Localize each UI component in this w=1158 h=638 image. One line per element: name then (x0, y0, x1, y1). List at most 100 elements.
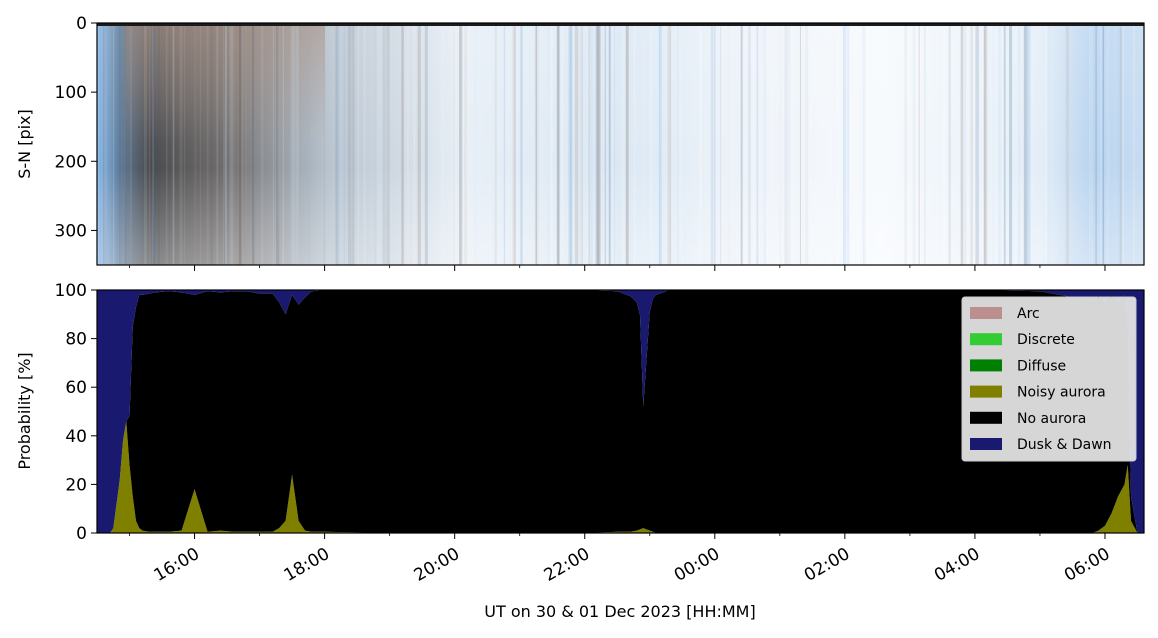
legend-label: Discrete (1017, 332, 1075, 348)
keogram-streak (512, 26, 516, 265)
keogram-streak (1095, 26, 1097, 265)
keogram-streak (290, 26, 294, 265)
keogram-streak (413, 26, 416, 265)
keogram-streak (923, 26, 925, 265)
keogram-streak (193, 26, 197, 265)
legend-swatch (970, 307, 1002, 319)
keogram-streak (406, 26, 410, 265)
keogram-y-tick-label: 0 (76, 14, 87, 34)
keogram-frame (96, 22, 1145, 266)
keogram-streak (363, 26, 366, 265)
keogram-streak (514, 26, 516, 265)
keogram-streak (179, 26, 183, 265)
keogram-streak (577, 26, 581, 265)
keogram-streak (144, 26, 147, 265)
keogram-streak (357, 26, 360, 265)
keogram-streak (556, 26, 560, 265)
keogram-streak (350, 26, 353, 265)
keogram-streak (658, 26, 662, 265)
keogram-streak (749, 26, 751, 265)
keogram-streak (336, 26, 340, 265)
keogram-streak (784, 26, 788, 265)
probability-x-tick-label: 04:00 (931, 544, 983, 586)
keogram-streak (862, 26, 865, 265)
keogram-streak (942, 26, 946, 265)
keogram-streak (929, 26, 932, 265)
keogram-streak (649, 26, 654, 265)
keogram-streak (238, 26, 242, 265)
keogram-streak (740, 26, 743, 265)
keogram-streak (536, 26, 539, 265)
keogram-streak (808, 26, 811, 265)
keogram-streak (184, 26, 186, 265)
keogram-streak (802, 26, 804, 265)
keogram-top-edge (97, 23, 1144, 26)
keogram-streak (417, 26, 421, 265)
keogram-streak (786, 26, 788, 265)
keogram-streak (864, 26, 868, 265)
keogram-streak (789, 26, 792, 265)
probability-x-ticks: 16:00 18:00 20:00 22:00 00:00 02:00 04:00 06:00 (129, 533, 1113, 586)
keogram-streak (642, 26, 645, 265)
probability-y-tick-label: 20 (65, 475, 87, 495)
keogram-streak (401, 26, 404, 265)
keogram-streak (710, 26, 714, 265)
keogram-streak (1102, 26, 1104, 265)
keogram-streak (1133, 26, 1136, 265)
keogram-streak (1090, 26, 1093, 265)
probability-x-tick-label: 02:00 (801, 544, 853, 586)
keogram-streak (443, 26, 445, 265)
keogram-streak (597, 26, 601, 265)
keogram-streak (630, 26, 633, 265)
keogram-streak (954, 26, 956, 265)
keogram-streak (331, 26, 334, 265)
keogram-streak (242, 26, 244, 265)
keogram-streak (1044, 26, 1048, 265)
keogram-streak (924, 26, 926, 265)
keogram-streak (577, 26, 579, 265)
probability-x-axis-label: UT on 30 & 01 Dec 2023 [HH:MM] (484, 602, 755, 621)
keogram-streak (536, 26, 537, 265)
keogram-streak (1118, 26, 1122, 265)
keogram-streak (229, 26, 233, 265)
keogram-streak (649, 26, 652, 265)
keogram-streak (840, 26, 843, 265)
keogram-streak (533, 26, 536, 265)
keogram-streak (796, 26, 798, 265)
keogram-streak (1122, 26, 1125, 265)
area-noisy-aurora (97, 421, 1144, 533)
keogram-streak (710, 26, 712, 265)
keogram-streak (382, 26, 387, 265)
keogram-streak (383, 26, 387, 265)
legend-label: Diffuse (1017, 358, 1066, 374)
keogram-streak (152, 26, 154, 265)
keogram-streak (986, 26, 990, 265)
probability-y-tick-label: 40 (65, 427, 87, 447)
keogram-streak (1120, 26, 1121, 265)
keogram-streak (677, 26, 679, 265)
keogram-streak (387, 26, 389, 265)
keogram-streak (1108, 26, 1113, 265)
keogram-streak (225, 26, 227, 265)
keogram-streak (240, 26, 243, 265)
keogram-streak (153, 26, 155, 265)
keogram-streak (985, 26, 986, 265)
keogram-streak (625, 26, 629, 265)
keogram-y-ticks: 0 100 200 300 (55, 14, 97, 241)
keogram-streak (561, 26, 564, 265)
keogram-streak (621, 26, 623, 265)
keogram-streak (633, 26, 635, 265)
keogram-streak (669, 26, 672, 265)
keogram-streak (547, 26, 551, 265)
legend-swatch (970, 359, 1002, 372)
keogram-streak (172, 26, 174, 265)
keogram-streak (458, 26, 462, 265)
keogram-streak (210, 26, 213, 265)
keogram-streak (574, 26, 579, 265)
area-no-aurora (97, 290, 1144, 533)
keogram-streak (699, 26, 703, 265)
keogram-y-tick-label: 100 (55, 83, 87, 103)
legend-label: No aurora (1017, 411, 1086, 427)
legend-label: Arc (1017, 306, 1040, 322)
keogram-streak (381, 26, 384, 265)
